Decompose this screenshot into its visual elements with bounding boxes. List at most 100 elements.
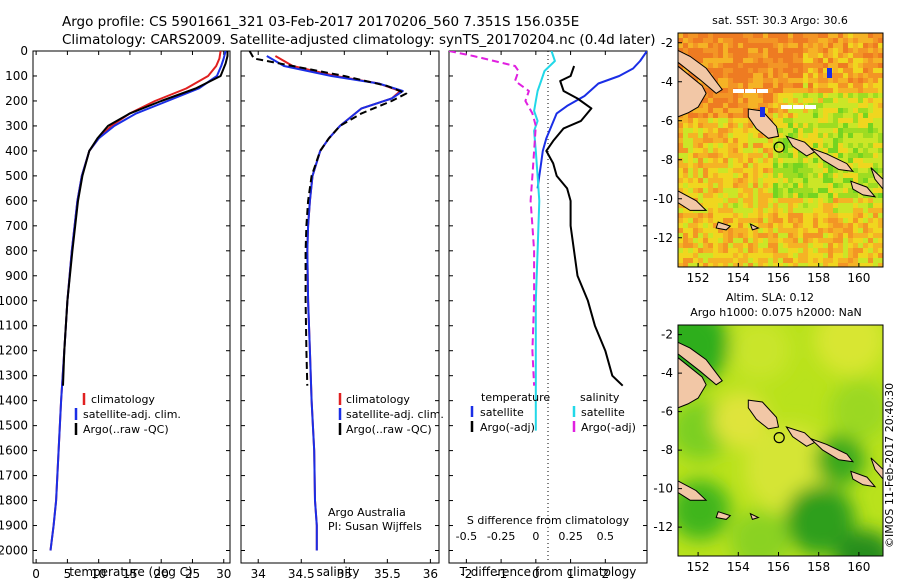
sst-cell: [843, 78, 849, 84]
sst-cell: [833, 248, 839, 254]
sst-cell: [768, 108, 774, 114]
sst-cell: [693, 108, 699, 114]
sst-cell: [823, 163, 829, 169]
sst-cell: [863, 108, 869, 114]
sst-cell: [743, 143, 749, 149]
sst-cell: [758, 78, 764, 84]
sst-cell: [823, 238, 829, 244]
missing-data-cell: [745, 89, 756, 93]
sst-cell: [783, 68, 789, 74]
sst-cell: [808, 238, 814, 244]
sst-cell: [678, 43, 684, 49]
sst-cell: [778, 158, 784, 164]
sst-cell: [758, 103, 764, 109]
sst-cell: [693, 193, 699, 199]
sst-cell: [768, 188, 774, 194]
sst-cell: [808, 263, 814, 267]
difference-panel: -2 -1 0 1 2 S difference from climatology -0…: [448, 50, 648, 580]
sst-cell: [683, 243, 689, 249]
sst-cell: [788, 233, 794, 239]
sst-cell: [698, 248, 704, 254]
sst-cell: [708, 263, 714, 267]
x-tick-label: 2: [601, 567, 609, 580]
sst-cell: [828, 253, 834, 259]
depth-tick-label: 1100: [0, 319, 28, 333]
sst-cell: [768, 78, 774, 84]
sst-cell: [683, 148, 689, 154]
island-outline: [810, 147, 855, 173]
sst-cell: [743, 213, 749, 219]
sst-cell: [728, 53, 734, 59]
sst-cell: [838, 168, 844, 174]
sst-cell: [743, 218, 749, 224]
sst-cell: [808, 53, 814, 59]
sst-cell: [858, 83, 864, 89]
sst-cell: [873, 183, 879, 189]
sst-cell: [738, 53, 744, 59]
sst-cell: [853, 258, 859, 264]
sst-cell: [818, 243, 824, 249]
sst-cell: [698, 38, 704, 44]
sla-lon-ticks: 152 154 156 158 160: [687, 552, 870, 574]
sst-cell: [718, 258, 724, 264]
sst-cell: [768, 73, 774, 79]
sst-cell: [838, 118, 844, 124]
sst-cell: [798, 133, 804, 139]
sst-cell: [848, 63, 854, 69]
sst-cell: [718, 173, 724, 179]
sst-cell: [803, 83, 809, 89]
sst-cell: [763, 93, 769, 99]
sst-cell: [743, 253, 749, 259]
sst-cell: [878, 43, 883, 49]
sst-cell: [853, 263, 859, 267]
sst-cell: [733, 168, 739, 174]
sst-cell: [843, 88, 849, 94]
sst-cell: [813, 73, 819, 79]
sst-cell: [703, 148, 709, 154]
sst-cell: [753, 63, 759, 69]
sst-cell: [738, 183, 744, 189]
sst-cell: [768, 233, 774, 239]
sst-cell: [813, 33, 819, 39]
sst-cell: [733, 113, 739, 119]
sst-cell: [753, 178, 759, 184]
sst-cell: [763, 53, 769, 59]
sst-cell: [773, 143, 779, 149]
sst-cell: [678, 63, 684, 69]
sst-cell: [688, 233, 694, 239]
sst-cell: [723, 123, 729, 129]
sst-cell: [798, 33, 804, 39]
x-tick-label: 0: [32, 567, 40, 580]
sst-cell: [868, 63, 874, 69]
sst-cell: [733, 178, 739, 184]
sst-cell: [838, 133, 844, 139]
sst-cell: [768, 163, 774, 169]
legend-label-satellite: satellite-adj. clim.: [83, 408, 181, 421]
sst-cell: [728, 128, 734, 134]
sst-cell: [813, 203, 819, 209]
sst-cell: [853, 88, 859, 94]
sst-cell: [853, 163, 859, 169]
sst-cell: [713, 93, 719, 99]
sst-cell: [683, 153, 689, 159]
sst-cell: [863, 153, 869, 159]
sst-cell: [743, 103, 749, 109]
sst-lat-ticks: -2-4-6-8-10-12: [653, 36, 682, 245]
sst-cell: [753, 48, 759, 54]
island-outline: [715, 511, 732, 520]
sst-heatmap-cells: [678, 33, 883, 267]
sst-cell: [698, 228, 704, 234]
sst-cell: [758, 58, 764, 64]
depth-tick-label: 800: [5, 244, 28, 258]
sst-cell: [698, 43, 704, 49]
sst-cell: [733, 93, 739, 99]
sst-cell: [783, 83, 789, 89]
sst-cell: [823, 93, 829, 99]
figure-title-line1: Argo profile: CS 5901661_321 03-Feb-2017…: [62, 14, 579, 30]
sst-cell: [758, 253, 764, 259]
sst-cell: [678, 123, 684, 129]
sst-cell: [803, 193, 809, 199]
sst-cell: [733, 208, 739, 214]
sst-cell: [798, 213, 804, 219]
sst-cell: [748, 168, 754, 174]
